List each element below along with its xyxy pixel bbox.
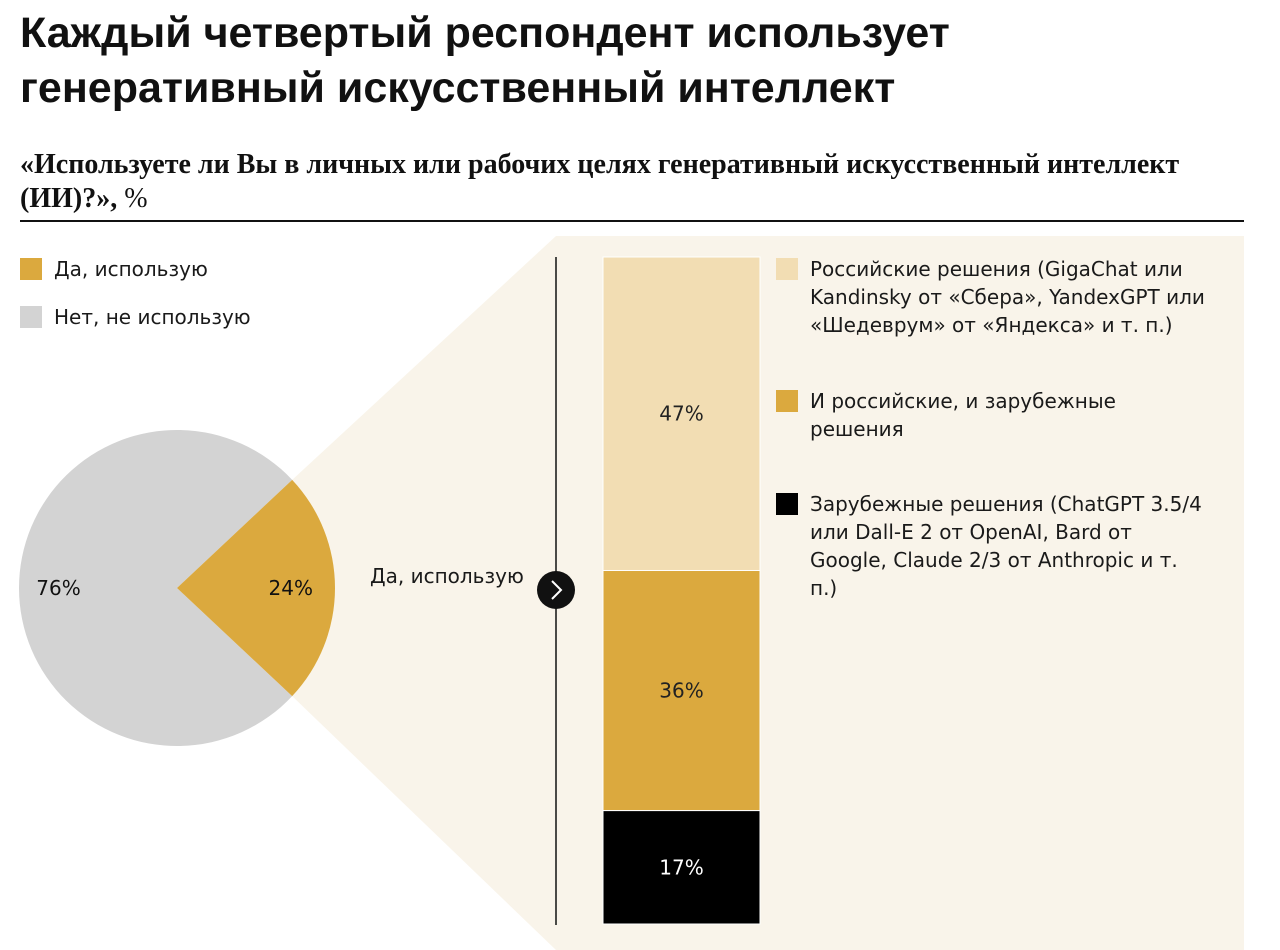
subtitle-unit: % <box>124 183 148 214</box>
zoom-panel <box>292 236 1245 950</box>
title-divider <box>20 220 1244 222</box>
pie-slice-yes <box>177 479 335 697</box>
legend-swatch-russian <box>776 258 798 280</box>
chevron-right-icon[interactable] <box>537 571 575 609</box>
pie-chart: 24% 76% <box>19 430 335 746</box>
chart-title: Каждый четвертый респондент использует г… <box>20 9 950 112</box>
legend-item-russian: Российские решения (GigaChat или Kandins… <box>776 255 1246 339</box>
legend-item-both: И российские, и зарубежные решения <box>776 387 1176 443</box>
pie-label-yes: 24% <box>269 576 313 600</box>
legend-swatch-both <box>776 390 798 412</box>
legend-item-yes: Да, использую <box>20 257 208 281</box>
bar-segment-russian <box>602 256 761 571</box>
legend-swatch-no <box>20 306 42 328</box>
bar-segment-both <box>602 569 761 812</box>
bar-label-foreign: 17% <box>659 855 703 879</box>
legend-label-no: Нет, не использую <box>54 305 251 329</box>
legend-swatch-foreign <box>776 493 798 515</box>
stacked-bar: 47% 36% 17% <box>602 256 761 925</box>
legend-label-russian: Российские решения (GigaChat или Kandins… <box>810 257 1205 337</box>
subtitle-question: «Используете ли Вы в личных или рабочих … <box>20 149 1180 214</box>
pie-label-no: 76% <box>36 576 80 600</box>
callout-label: Да, использую <box>370 564 524 588</box>
bar-label-both: 36% <box>659 679 703 703</box>
legend-item-foreign: Зарубежные решения (ChatGPT 3.5/4 или Da… <box>776 490 1206 602</box>
legend-label-both: И российские, и зарубежные решения <box>810 389 1116 441</box>
legend-label-yes: Да, использую <box>54 257 208 281</box>
legend-label-foreign: Зарубежные решения (ChatGPT 3.5/4 или Da… <box>810 492 1202 600</box>
legend-item-no: Нет, не использую <box>20 305 251 329</box>
bar-segment-foreign <box>602 810 761 925</box>
chart-subtitle: «Используете ли Вы в личных или рабочих … <box>20 148 1240 216</box>
bar-label-russian: 47% <box>659 402 703 426</box>
legend-swatch-yes <box>20 258 42 280</box>
pie-slice-no <box>19 430 293 746</box>
